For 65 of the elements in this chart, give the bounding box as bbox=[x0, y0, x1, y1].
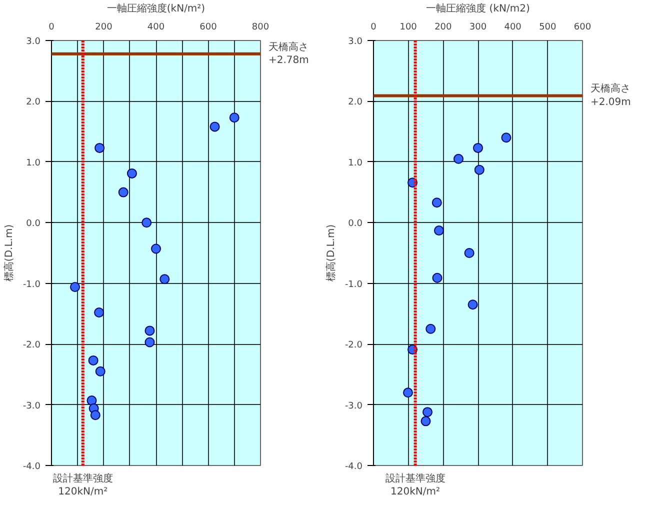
point bbox=[229, 112, 240, 123]
x-tick-label: 200 bbox=[95, 22, 113, 32]
point bbox=[501, 132, 512, 143]
x-axis-title: 一軸圧縮強度(kN/m²) bbox=[106, 2, 206, 14]
point bbox=[473, 142, 483, 153]
y-tick-label: 3.0 bbox=[26, 37, 41, 47]
y-tick-label: -2.0 bbox=[344, 340, 363, 351]
point bbox=[453, 154, 464, 164]
point bbox=[70, 282, 80, 292]
point bbox=[144, 326, 155, 336]
x-tick-label: 600 bbox=[200, 22, 218, 32]
y-tick-label: 0.0 bbox=[26, 219, 41, 230]
point bbox=[142, 218, 152, 228]
point bbox=[144, 337, 155, 348]
x-tick-label: 600 bbox=[574, 22, 592, 32]
point bbox=[210, 122, 220, 132]
x-tick-label: 400 bbox=[504, 22, 522, 32]
point bbox=[474, 164, 484, 175]
point bbox=[94, 308, 104, 318]
ref-line-label: 天橋高さ +2.09m bbox=[590, 82, 631, 108]
x-tick-label: 200 bbox=[434, 22, 452, 32]
point bbox=[126, 168, 137, 178]
y-tick-label: -4.0 bbox=[22, 462, 41, 472]
x-tick-label: 0 bbox=[370, 22, 377, 32]
y-tick-label: 3.0 bbox=[348, 37, 363, 47]
y-tick-label: 0.0 bbox=[348, 219, 363, 230]
ref-line-label: 設計基準強度 120kN/m² bbox=[52, 472, 113, 498]
x-tick-label: 800 bbox=[252, 22, 270, 32]
x-axis-title: 一軸圧縮強度 (kN/m2) bbox=[426, 2, 530, 14]
x-tick-label: 400 bbox=[147, 22, 165, 32]
ref-line-label: 天橋高さ +2.78m bbox=[268, 40, 309, 66]
x-tick-label: 100 bbox=[400, 22, 418, 32]
y-axis-title: 標高(D.L.m) bbox=[2, 224, 15, 282]
point bbox=[86, 396, 97, 406]
y-tick-label: 1.0 bbox=[26, 158, 41, 168]
y-tick-label: -2.0 bbox=[22, 340, 41, 351]
y-tick-label: 1.0 bbox=[348, 158, 363, 168]
point bbox=[95, 366, 106, 376]
y-tick-label: 2.0 bbox=[26, 98, 41, 108]
point bbox=[426, 324, 436, 334]
ref-line-label: 設計基準強度 120kN/m² bbox=[385, 472, 446, 498]
point bbox=[118, 187, 128, 198]
y-tick-label: -3.0 bbox=[344, 401, 363, 412]
point bbox=[90, 410, 100, 420]
point bbox=[151, 244, 161, 254]
y-tick-label: 2.0 bbox=[348, 98, 363, 108]
point bbox=[94, 142, 105, 153]
y-tick-label: -3.0 bbox=[22, 401, 41, 412]
point bbox=[160, 274, 170, 284]
point bbox=[468, 300, 478, 310]
x-tick-label: 0 bbox=[48, 22, 55, 32]
point bbox=[432, 198, 442, 208]
x-tick-label: 500 bbox=[539, 22, 557, 32]
point bbox=[420, 416, 431, 426]
point bbox=[432, 272, 442, 283]
x-tick-label: 300 bbox=[469, 22, 487, 32]
point bbox=[464, 248, 474, 258]
y-tick-label: -1.0 bbox=[344, 280, 363, 290]
y-axis-title: 標高(D.L.m) bbox=[324, 224, 337, 282]
point bbox=[434, 226, 444, 236]
point bbox=[422, 407, 432, 418]
point bbox=[88, 355, 98, 366]
y-tick-label: -1.0 bbox=[22, 280, 41, 290]
point bbox=[402, 388, 413, 398]
y-tick-label: -4.0 bbox=[344, 462, 363, 472]
